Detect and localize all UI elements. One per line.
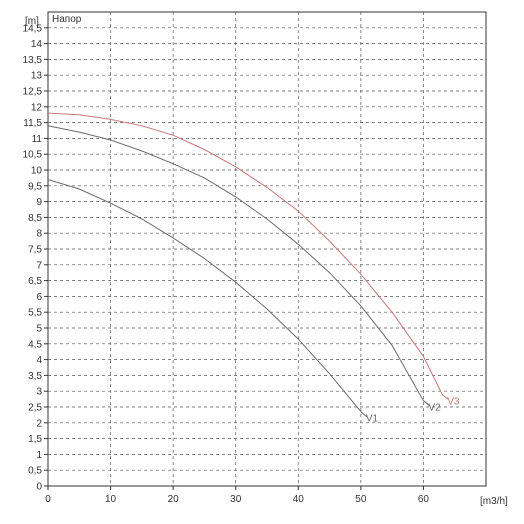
y-tick-label: 5 bbox=[36, 324, 42, 335]
x-tick-label: 20 bbox=[168, 494, 180, 505]
y-tick-label: 2,5 bbox=[28, 403, 42, 414]
y-tick-label: 10,5 bbox=[23, 150, 43, 161]
axis-ticks: 00,511,522,533,544,555,566,577,588,599,5… bbox=[23, 23, 430, 505]
y-tick-label: 12,5 bbox=[23, 87, 43, 98]
series-label-v1: V1 bbox=[366, 414, 379, 425]
y-tick-label: 0 bbox=[36, 482, 42, 493]
series-label-v2: V2 bbox=[428, 403, 441, 414]
x-tick-label: 0 bbox=[45, 494, 51, 505]
y-tick-label: 6,5 bbox=[28, 276, 42, 287]
y-tick-label: 4 bbox=[36, 355, 42, 366]
x-tick-label: 50 bbox=[355, 494, 367, 505]
x-axis-title: [m3/h] bbox=[480, 496, 508, 507]
y-tick-label: 1 bbox=[36, 450, 42, 461]
x-tick-label: 30 bbox=[230, 494, 242, 505]
series-leader-v3 bbox=[441, 393, 449, 400]
x-tick-label: 60 bbox=[418, 494, 430, 505]
series-leader-v2 bbox=[423, 400, 430, 407]
y-tick-label: 0,5 bbox=[28, 466, 42, 477]
y-tick-label: 10 bbox=[31, 166, 43, 177]
y-tick-label: 12 bbox=[31, 102, 43, 113]
y-tick-label: 7,5 bbox=[28, 245, 42, 256]
y-tick-label: 3 bbox=[36, 387, 42, 398]
y-tick-label: 9,5 bbox=[28, 181, 42, 192]
chart-title: Напор bbox=[52, 14, 82, 25]
y-tick-label: 14,5 bbox=[23, 23, 43, 34]
y-tick-label: 8,5 bbox=[28, 213, 42, 224]
grid-lines bbox=[48, 12, 486, 486]
y-tick-label: 5,5 bbox=[28, 308, 42, 319]
y-tick-label: 4,5 bbox=[28, 339, 42, 350]
series-leader-v1 bbox=[360, 411, 368, 418]
series-line-v3 bbox=[47, 112, 443, 395]
y-tick-label: 6 bbox=[36, 292, 42, 303]
y-tick-label: 8 bbox=[36, 229, 42, 240]
x-tick-label: 10 bbox=[105, 494, 117, 505]
y-tick-label: 13,5 bbox=[23, 55, 43, 66]
y-tick-label: 11 bbox=[32, 134, 43, 145]
series-line-v2 bbox=[47, 125, 424, 401]
y-tick-label: 14 bbox=[31, 39, 43, 50]
x-tick-label: 40 bbox=[293, 494, 305, 505]
y-tick-label: 2 bbox=[36, 418, 42, 429]
y-tick-label: 11,5 bbox=[23, 118, 42, 129]
y-tick-label: 3,5 bbox=[28, 371, 42, 382]
y-tick-label: 7 bbox=[36, 260, 42, 271]
y-tick-label: 9 bbox=[36, 197, 42, 208]
series-lines: V1 V2 V3 bbox=[47, 112, 460, 425]
y-tick-label: 1,5 bbox=[28, 434, 42, 445]
series-line-v1 bbox=[47, 179, 362, 413]
y-tick-label: 13 bbox=[31, 71, 43, 82]
y-axis-title: [m] bbox=[25, 16, 39, 27]
series-label-v3: V3 bbox=[447, 396, 460, 407]
